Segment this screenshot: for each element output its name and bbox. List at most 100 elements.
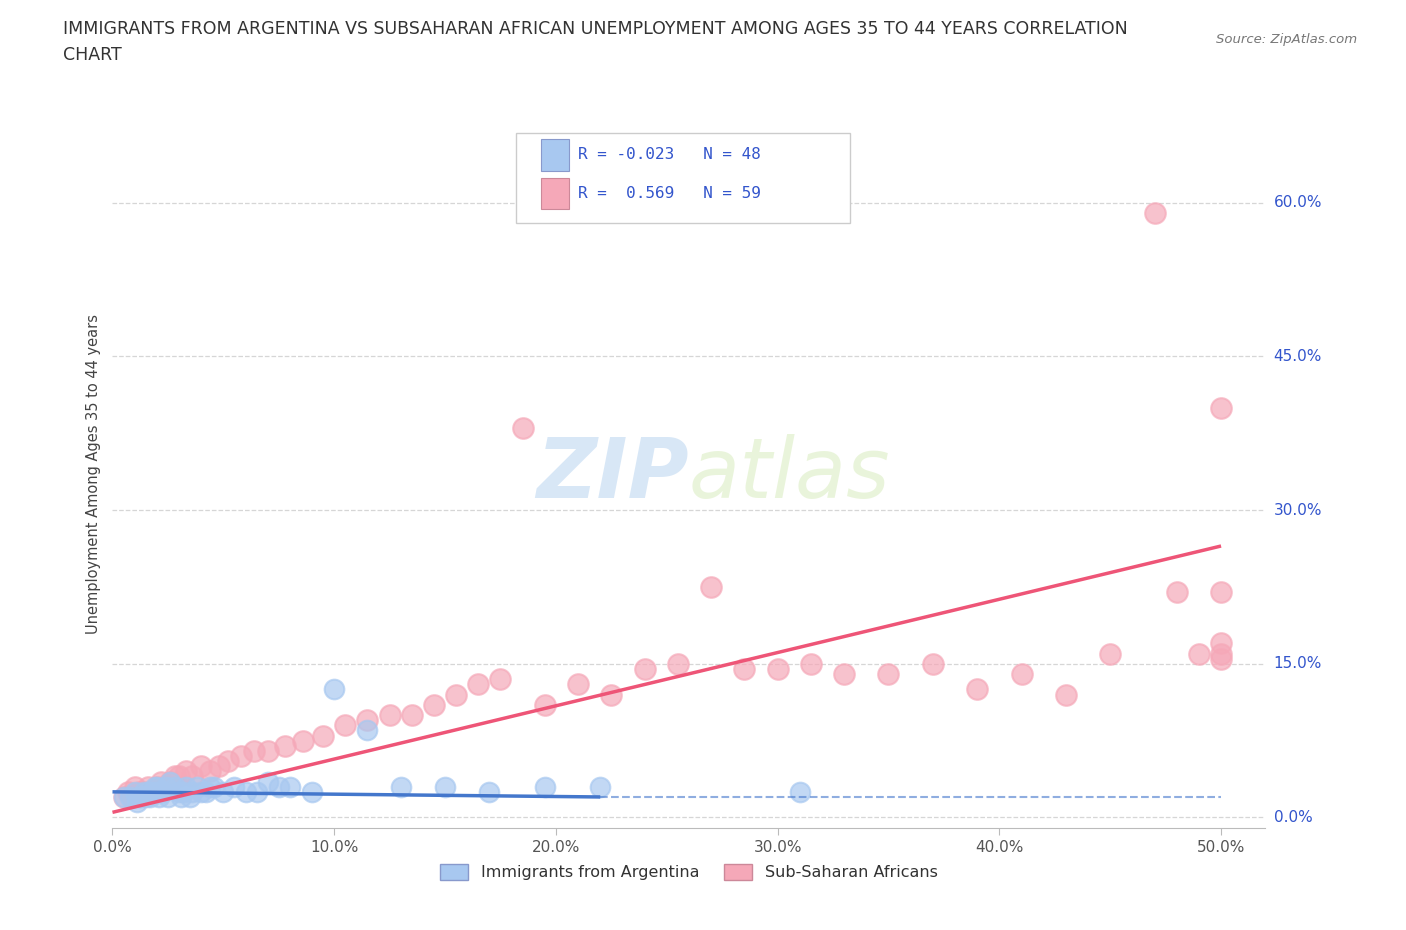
Point <box>832 667 855 682</box>
Point <box>163 779 186 794</box>
Point <box>423 698 446 712</box>
Point <box>217 753 239 768</box>
Point <box>292 733 315 748</box>
Point <box>148 790 170 804</box>
Point <box>159 774 181 789</box>
Point <box>243 743 266 758</box>
Point <box>132 784 155 799</box>
Point <box>489 671 512 686</box>
Point <box>1166 585 1188 600</box>
Text: CHART: CHART <box>63 46 122 64</box>
Point <box>534 698 557 712</box>
Point <box>700 579 723 594</box>
Text: IMMIGRANTS FROM ARGENTINA VS SUBSAHARAN AFRICAN UNEMPLOYMENT AMONG AGES 35 TO 44: IMMIGRANTS FROM ARGENTINA VS SUBSAHARAN … <box>63 20 1128 38</box>
Point <box>152 784 174 799</box>
Point <box>132 784 155 799</box>
Text: 15.0%: 15.0% <box>1274 657 1322 671</box>
Point <box>733 661 755 676</box>
Point <box>135 790 157 804</box>
Point <box>877 667 900 682</box>
Point <box>174 779 197 794</box>
Point <box>323 682 346 697</box>
Point <box>155 779 177 794</box>
Text: 60.0%: 60.0% <box>1274 195 1322 210</box>
Point <box>444 687 467 702</box>
Point <box>117 784 139 799</box>
Point <box>789 784 811 799</box>
Point <box>128 784 150 799</box>
Point <box>208 759 231 774</box>
Point <box>172 784 194 799</box>
Point <box>1011 667 1033 682</box>
Point <box>267 779 290 794</box>
Point <box>150 774 173 789</box>
Point <box>120 790 142 804</box>
Point <box>274 738 297 753</box>
Point <box>478 784 501 799</box>
Point <box>150 784 173 799</box>
Point <box>966 682 988 697</box>
Text: 45.0%: 45.0% <box>1274 349 1322 364</box>
Point <box>512 420 534 435</box>
Text: 30.0%: 30.0% <box>1274 502 1322 518</box>
Point <box>356 712 378 727</box>
Point <box>136 779 159 794</box>
Point <box>141 784 163 799</box>
Point <box>179 790 201 804</box>
Point <box>1099 646 1122 661</box>
Text: Source: ZipAtlas.com: Source: ZipAtlas.com <box>1216 33 1357 46</box>
Point <box>1143 206 1166 220</box>
Y-axis label: Unemployment Among Ages 35 to 44 years: Unemployment Among Ages 35 to 44 years <box>86 314 101 634</box>
Point <box>434 779 457 794</box>
Point <box>229 749 252 764</box>
Point <box>146 779 169 794</box>
Point <box>190 759 212 774</box>
Point <box>921 657 943 671</box>
Point <box>312 728 335 743</box>
Point <box>146 784 169 799</box>
Point <box>335 718 357 733</box>
Point <box>146 779 169 794</box>
Point <box>190 784 212 799</box>
Point <box>204 779 226 794</box>
Point <box>167 769 190 784</box>
Point <box>1188 646 1211 661</box>
Point <box>155 779 177 794</box>
Point <box>467 677 489 692</box>
Point <box>301 784 323 799</box>
Point <box>121 790 143 804</box>
Point <box>246 784 269 799</box>
Point <box>156 790 179 804</box>
Point <box>401 708 423 723</box>
Point <box>181 769 204 784</box>
Point <box>186 779 208 794</box>
Point <box>170 790 193 804</box>
FancyBboxPatch shape <box>516 133 851 223</box>
Point <box>181 784 204 799</box>
Point <box>194 784 217 799</box>
Text: 0.0%: 0.0% <box>1274 810 1312 825</box>
Point <box>224 779 246 794</box>
Point <box>589 779 612 794</box>
Point <box>139 790 162 804</box>
Point <box>198 779 221 794</box>
Point <box>256 743 278 758</box>
Point <box>136 784 159 799</box>
Point <box>534 779 557 794</box>
Point <box>128 790 150 804</box>
Point <box>389 779 412 794</box>
Point <box>167 784 190 799</box>
Point <box>1209 585 1232 600</box>
Point <box>256 774 278 789</box>
Text: ZIP: ZIP <box>536 433 689 515</box>
Point <box>143 779 166 794</box>
Point <box>1209 400 1232 415</box>
Text: R = -0.023   N = 48: R = -0.023 N = 48 <box>578 148 761 163</box>
Point <box>124 779 146 794</box>
Point <box>766 661 789 676</box>
FancyBboxPatch shape <box>541 178 569 208</box>
Point <box>600 687 623 702</box>
FancyBboxPatch shape <box>541 140 569 170</box>
Point <box>1209 646 1232 661</box>
Point <box>198 764 221 778</box>
